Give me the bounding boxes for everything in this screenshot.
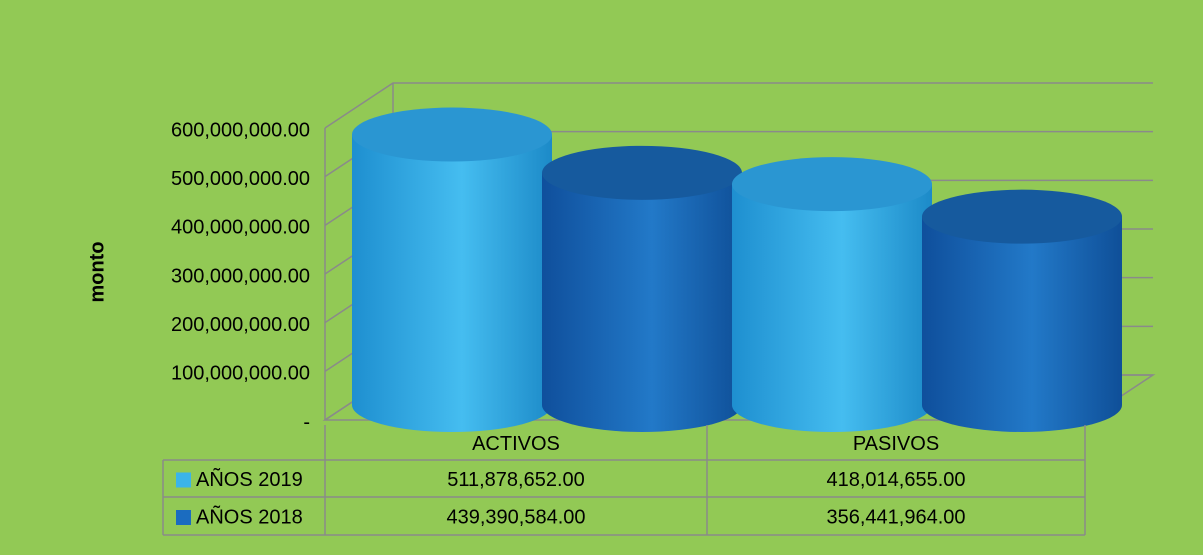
y-axis-label: monto	[86, 241, 108, 302]
table-value: 356,441,964.00	[826, 506, 965, 528]
y-tick-label: 600,000,000.00	[171, 119, 310, 141]
y-tick-label: 500,000,000.00	[171, 168, 310, 190]
table-value: 511,878,652.00	[447, 469, 585, 491]
bar	[922, 216, 1122, 432]
bar-top	[922, 189, 1122, 244]
bar-top	[542, 145, 742, 200]
y-tick-label: 400,000,000.00	[171, 217, 310, 239]
x-tick-label: ACTIVOS	[472, 433, 560, 455]
y-tick-label: 300,000,000.00	[171, 265, 310, 287]
table-grid	[162, 425, 1086, 536]
grid-line	[324, 82, 1153, 129]
legend-key	[176, 472, 191, 488]
bar-top	[352, 107, 552, 162]
table-value: 439,390,584.00	[446, 506, 585, 528]
x-tick-label: PASIVOS	[853, 433, 939, 455]
bar	[542, 172, 742, 432]
legend-key	[176, 510, 191, 525]
legend-label: AÑOS 2018	[196, 504, 303, 528]
legend-label: AÑOS 2019	[196, 467, 303, 491]
y-tick-label: 100,000,000.00	[171, 363, 310, 385]
y-tick-label: 200,000,000.00	[171, 314, 310, 336]
bar-top	[732, 157, 932, 212]
table-value: 418,014,655.00	[826, 469, 965, 491]
y-tick-label: -	[303, 411, 310, 433]
bar	[732, 184, 932, 432]
bar	[352, 134, 552, 433]
